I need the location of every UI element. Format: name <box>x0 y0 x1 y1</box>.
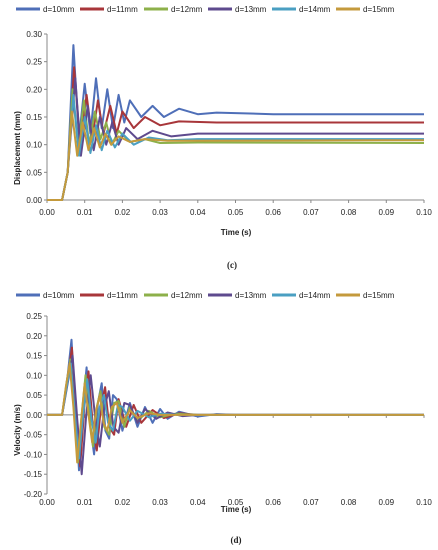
y-tick-label: 0.20 <box>26 332 42 341</box>
panel-label-c: (c) <box>227 260 237 270</box>
legend-label: d=11mm <box>107 5 138 14</box>
legend-label: d=14mm <box>299 291 331 300</box>
x-tick-label: 0.00 <box>39 208 55 217</box>
x-tick-label: 0.02 <box>115 208 131 217</box>
x-tick-label: 0.08 <box>341 498 357 507</box>
x-tick-label: 0.10 <box>416 498 432 507</box>
x-tick-label: 0.01 <box>77 498 93 507</box>
displacement-x-axis-label: Time (s) <box>221 228 252 237</box>
x-tick-label: 0.08 <box>341 208 357 217</box>
legend-label: d=15mm <box>363 5 395 14</box>
displacement-plot-area: 0.00 0.05 0.10 0.15 0.20 0.25 0.30 0.00 0.01 0.02… <box>26 30 432 217</box>
legend-label: d=13mm <box>235 5 267 14</box>
x-tick-label: 0.04 <box>190 208 206 217</box>
series-line-d-15mm <box>47 110 425 201</box>
y-tick-label: 0.25 <box>26 58 42 67</box>
velocity-y-axis-label: Velocity (m/s) <box>13 404 22 456</box>
y-tick-label: 0.05 <box>26 391 42 400</box>
velocity-plot-area: -0.20 -0.15 -0.10 -0.05 0.00 0.05 0.10 0.15 0.20… <box>24 312 433 507</box>
displacement-chart: d=10mm d=11mm d=12mm d=13mm d=14mm d=15mm 0.0… <box>13 5 432 270</box>
x-tick-label: 0.03 <box>152 208 168 217</box>
x-tick-label: 0.00 <box>39 498 55 507</box>
x-tick-label: 0.05 <box>228 498 244 507</box>
panel-label-d: (d) <box>231 535 242 545</box>
x-tick-label: 0.06 <box>265 498 281 507</box>
legend-label: d=13mm <box>235 291 267 300</box>
x-tick-label: 0.07 <box>303 498 319 507</box>
y-tick-label: 0.25 <box>26 312 42 321</box>
series-line-d-10mm <box>47 338 424 472</box>
y-tick-label: -0.05 <box>24 431 43 440</box>
legend-label: d=11mm <box>107 291 138 300</box>
y-tick-label: 0.15 <box>26 352 42 361</box>
legend-label: d=15mm <box>363 291 395 300</box>
y-tick-label: 0.10 <box>26 141 42 150</box>
y-tick-label: -0.20 <box>24 490 43 499</box>
legend-label: d=10mm <box>43 5 75 14</box>
x-tick-label: 0.01 <box>77 208 93 217</box>
x-tick-label: 0.10 <box>416 208 432 217</box>
y-tick-label: 0.05 <box>26 168 42 177</box>
y-tick-label: 0.15 <box>26 113 42 122</box>
series-line-d-15mm <box>47 362 424 464</box>
y-tick-label: -0.15 <box>24 470 43 479</box>
displacement-legend: d=10mm d=11mm d=12mm d=13mm d=14mm d=15mm <box>16 5 395 14</box>
y-tick-label: 0.00 <box>26 196 42 205</box>
velocity-x-axis-label: Time (s) <box>221 505 252 514</box>
x-tick-label: 0.02 <box>115 498 131 507</box>
x-tick-label: 0.05 <box>228 208 244 217</box>
series-line-d-14mm <box>47 362 424 460</box>
x-tick-label: 0.07 <box>303 208 319 217</box>
x-tick-label: 0.03 <box>152 498 168 507</box>
x-tick-label: 0.09 <box>379 208 395 217</box>
series-line-d-11mm <box>47 66 424 201</box>
legend-label: d=14mm <box>299 5 331 14</box>
displacement-y-axis-label: Displacement (mm) <box>13 111 22 185</box>
legend-label: d=12mm <box>171 291 203 300</box>
velocity-legend: d=10mm d=11mm d=12mm d=13mm d=14mm d=15mm <box>16 291 395 300</box>
legend-label: d=12mm <box>171 5 203 14</box>
x-tick-label: 0.09 <box>379 498 395 507</box>
legend-label: d=10mm <box>43 291 75 300</box>
y-tick-label: -0.10 <box>24 450 43 459</box>
velocity-chart: d=10mm d=11mm d=12mm d=13mm d=14mm d=15mm -0.… <box>13 291 432 545</box>
x-tick-label: 0.06 <box>265 208 281 217</box>
y-tick-label: 0.00 <box>26 411 42 420</box>
y-tick-label: 0.30 <box>26 30 42 39</box>
series-line-d-13mm <box>47 354 424 476</box>
y-tick-label: 0.20 <box>26 85 42 94</box>
y-tick-label: 0.10 <box>26 371 42 380</box>
x-tick-label: 0.04 <box>190 498 206 507</box>
